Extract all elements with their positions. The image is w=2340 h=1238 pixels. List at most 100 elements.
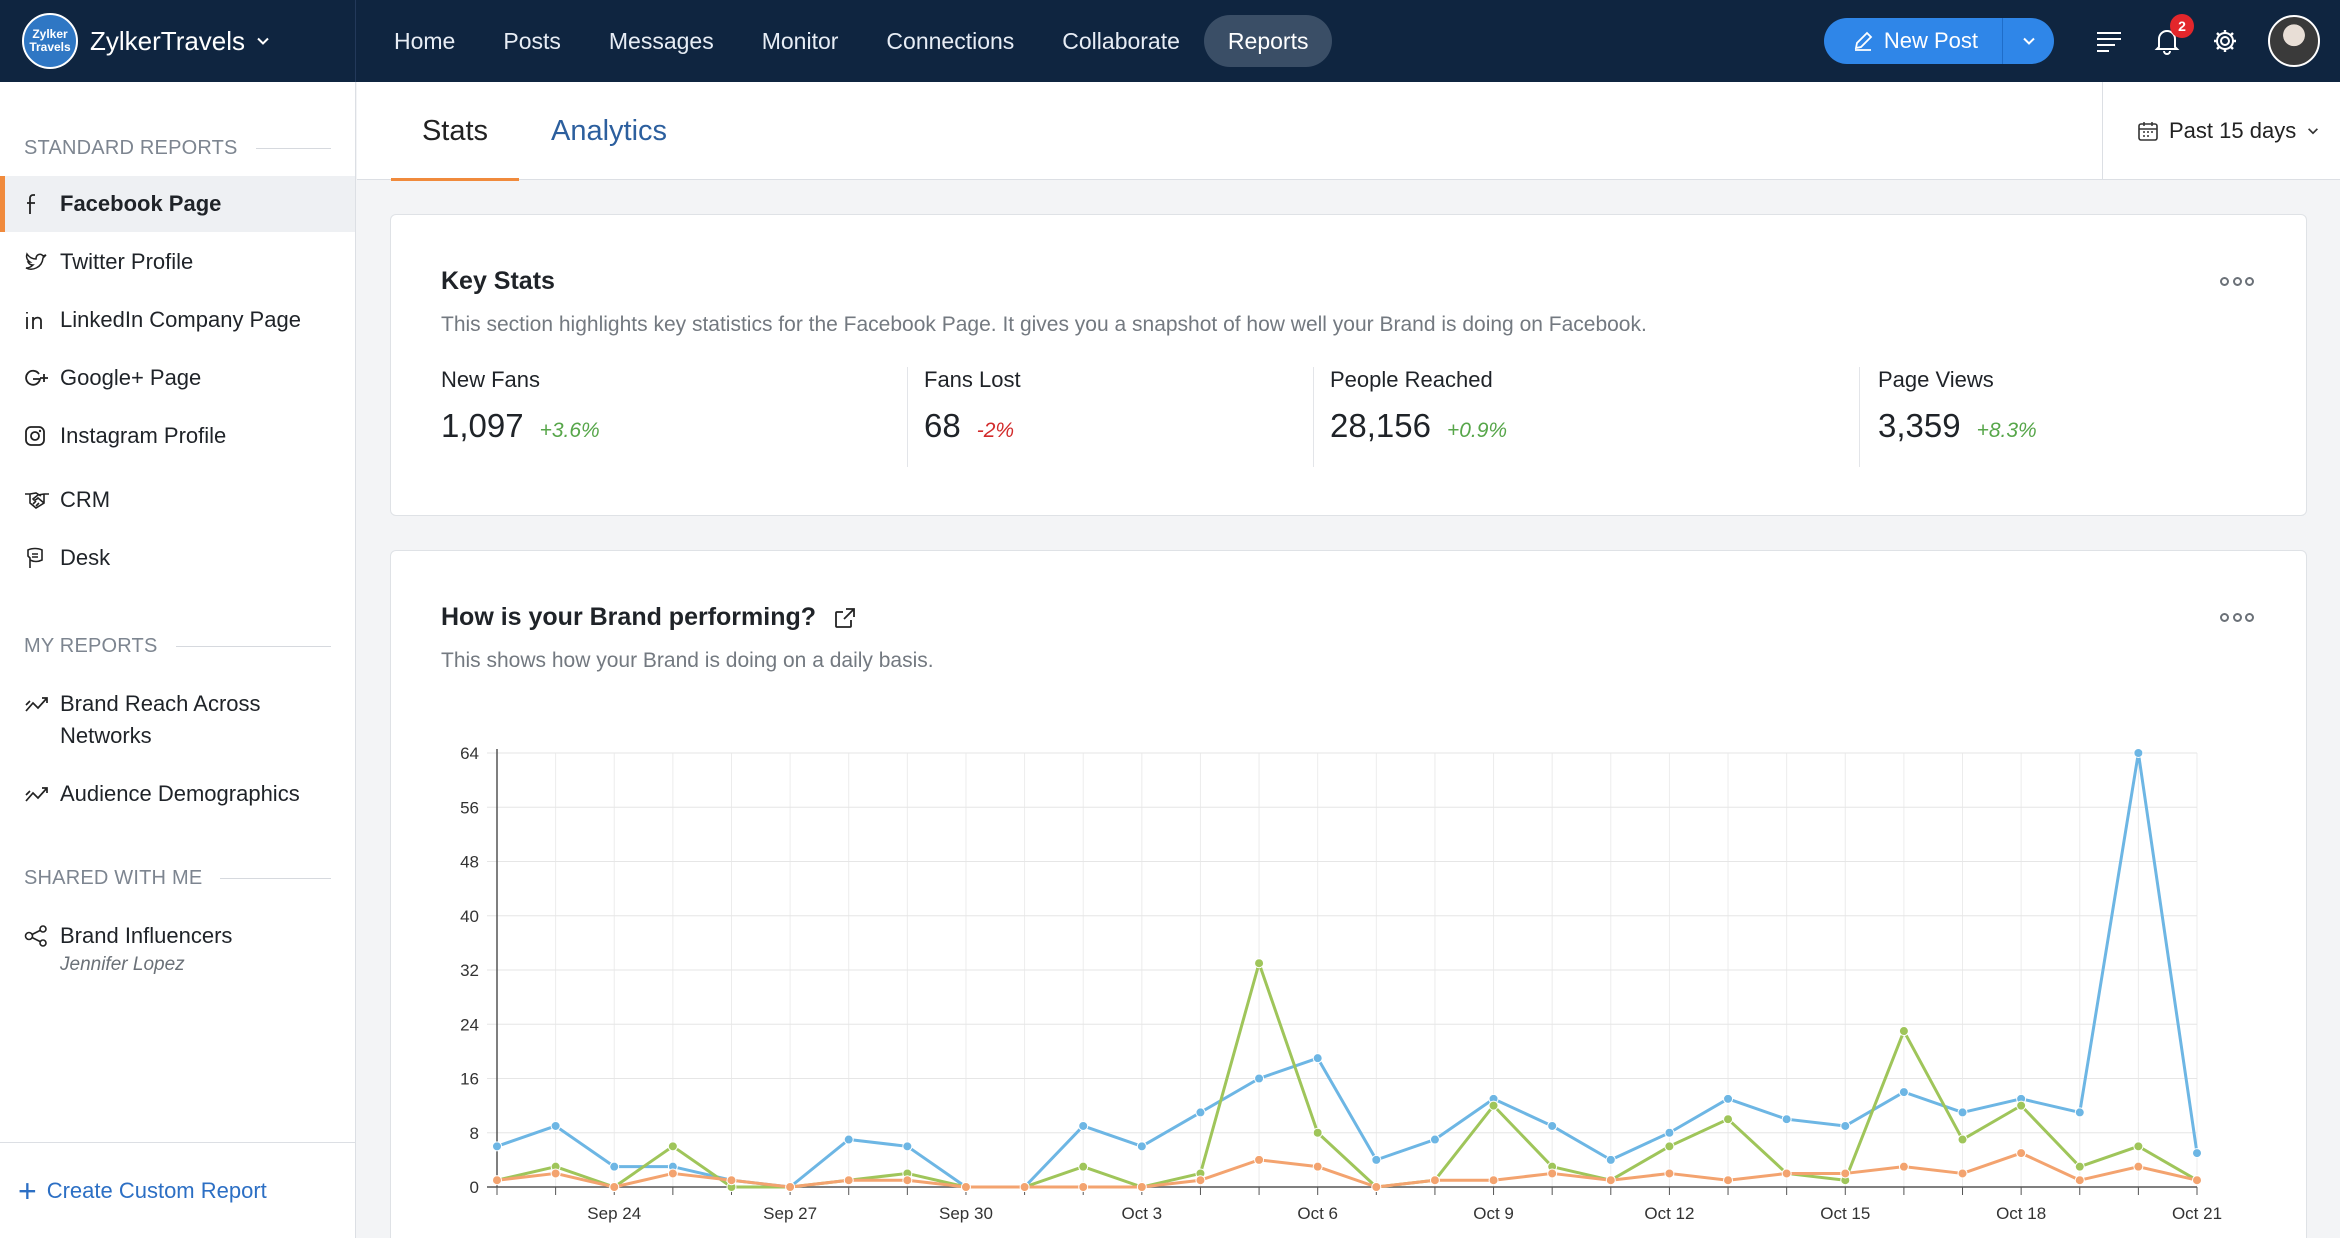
- sidebar-item-brand-influencers[interactable]: Brand Influencers: [0, 908, 355, 964]
- data-point: [1312, 1127, 1323, 1138]
- notification-count-badge: 2: [2170, 14, 2194, 38]
- sidebar-item-label: CRM: [60, 487, 111, 512]
- sidebar-item-linkedin-company-page[interactable]: LinkedIn Company Page: [0, 292, 355, 348]
- data-point: [843, 1175, 854, 1186]
- data-point: [2133, 1141, 2144, 1152]
- x-tick-label: Sep 24: [587, 1204, 641, 1223]
- shared-with-me-heading: SHARED WITH ME: [0, 858, 355, 898]
- section-label: STANDARD REPORTS: [24, 136, 238, 159]
- sidebar-item-google-plus-page[interactable]: Google+ Page: [0, 350, 355, 406]
- data-point: [1254, 1154, 1265, 1165]
- brand-switcher[interactable]: Zylker Travels ZylkerTravels: [0, 0, 356, 82]
- sidebar-item-desk[interactable]: Desk: [0, 530, 355, 586]
- desk-icon: [24, 542, 60, 574]
- data-point: [1429, 1134, 1440, 1145]
- key-stats-card: Key Stats This section highlights key st…: [390, 214, 2307, 516]
- top-navigation-bar: Zylker Travels ZylkerTravels Home Posts …: [0, 0, 2340, 82]
- x-tick-label: Oct 12: [1644, 1204, 1694, 1223]
- chevron-down-icon: [257, 37, 269, 45]
- twitter-icon: [24, 246, 60, 278]
- nav-messages[interactable]: Messages: [608, 28, 714, 54]
- data-point: [1254, 958, 1265, 969]
- shared-by-name: Jennifer Lopez: [60, 954, 185, 975]
- stat-change: -2%: [976, 419, 1015, 442]
- nav-monitor[interactable]: Monitor: [761, 28, 839, 54]
- sidebar-item-crm[interactable]: CRM: [0, 472, 355, 528]
- settings-button[interactable]: [2196, 0, 2254, 82]
- data-point: [1664, 1168, 1675, 1179]
- data-point: [609, 1182, 620, 1192]
- external-link-icon[interactable]: [833, 606, 857, 630]
- plus-icon: +: [18, 1172, 37, 1209]
- list-icon: [2097, 32, 2121, 52]
- data-point: [1898, 1161, 1909, 1172]
- new-post-button[interactable]: New Post: [1824, 18, 2002, 64]
- data-point: [1898, 1026, 1909, 1037]
- data-point: [1723, 1093, 1734, 1104]
- nav-posts[interactable]: Posts: [503, 28, 561, 54]
- data-point: [1312, 1053, 1323, 1064]
- data-point: [1723, 1175, 1734, 1186]
- data-point: [550, 1168, 561, 1179]
- sidebar-item-label: Instagram Profile: [60, 423, 227, 448]
- nav-home[interactable]: Home: [394, 28, 456, 54]
- more-options-button[interactable]: [2220, 611, 2254, 623]
- data-point: [1019, 1182, 1030, 1192]
- user-avatar[interactable]: [2268, 15, 2320, 67]
- data-point: [1488, 1100, 1499, 1111]
- data-point: [1547, 1168, 1558, 1179]
- x-tick-label: Sep 27: [763, 1204, 817, 1223]
- data-point: [2074, 1161, 2085, 1172]
- data-point: [902, 1141, 913, 1152]
- sidebar-item-brand-reach[interactable]: Brand Reach Across Networks: [0, 676, 355, 764]
- stat-value: 68: [924, 407, 961, 444]
- nav-connections[interactable]: Connections: [886, 28, 1015, 54]
- notifications-button[interactable]: 2: [2138, 0, 2196, 82]
- data-point: [1371, 1182, 1382, 1192]
- gear-icon: [2214, 30, 2236, 52]
- data-point: [2133, 748, 2144, 758]
- new-post-button-group: New Post: [1823, 18, 2054, 64]
- new-post-dropdown[interactable]: [2002, 18, 2054, 64]
- more-options-button[interactable]: [2220, 275, 2254, 287]
- sidebar-item-twitter-profile[interactable]: Twitter Profile: [0, 234, 355, 290]
- nav-collaborate[interactable]: Collaborate: [1062, 28, 1180, 54]
- data-point: [2074, 1175, 2085, 1186]
- activity-menu-button[interactable]: [2080, 0, 2138, 82]
- stat-change: +8.3%: [1976, 419, 2037, 442]
- date-range-label: Past 15 days: [2169, 118, 2297, 143]
- tab-stats[interactable]: Stats: [391, 82, 519, 181]
- facebook-icon: [24, 188, 60, 220]
- data-point: [2074, 1107, 2085, 1118]
- nav-reports[interactable]: Reports: [1203, 15, 1333, 67]
- create-report-label: Create Custom Report: [46, 1177, 267, 1203]
- create-custom-report-button[interactable]: + Create Custom Report: [0, 1142, 356, 1238]
- report-tabs-bar: Stats Analytics Past 15 days: [357, 82, 2340, 181]
- data-point: [492, 1141, 502, 1152]
- x-tick-label: Oct 9: [1473, 1204, 1514, 1223]
- brand-performance-title: How is your Brand performing?: [441, 603, 817, 631]
- sidebar-item-audience-demographics[interactable]: Audience Demographics: [0, 766, 355, 822]
- calendar-icon: [2138, 122, 2158, 141]
- sidebar-item-label: Twitter Profile: [60, 249, 194, 274]
- sidebar-item-facebook-page[interactable]: Facebook Page: [0, 176, 355, 232]
- brand-name: ZylkerTravels: [90, 25, 246, 56]
- data-point: [1664, 1127, 1675, 1138]
- trend-icon: [24, 778, 60, 810]
- x-tick-label: Sep 30: [939, 1204, 993, 1223]
- sidebar-item-label: Brand Reach Across Networks: [60, 691, 261, 748]
- data-point: [609, 1161, 620, 1172]
- tab-analytics[interactable]: Analytics: [551, 115, 668, 147]
- series-line-2: [496, 1151, 2198, 1189]
- linkedin-icon: [24, 304, 60, 336]
- stat-value: 28,156: [1330, 407, 1431, 444]
- sidebar-item-instagram-profile[interactable]: Instagram Profile: [0, 408, 355, 464]
- share-icon: [24, 920, 60, 952]
- divider: [220, 877, 331, 879]
- data-point: [1957, 1168, 1968, 1179]
- date-range-selector[interactable]: Past 15 days: [2102, 82, 2340, 180]
- series-line-1: [496, 961, 2198, 1189]
- y-tick-label: 24: [460, 1015, 479, 1034]
- data-point: [726, 1175, 737, 1186]
- sidebar-item-label: Google+ Page: [60, 365, 202, 390]
